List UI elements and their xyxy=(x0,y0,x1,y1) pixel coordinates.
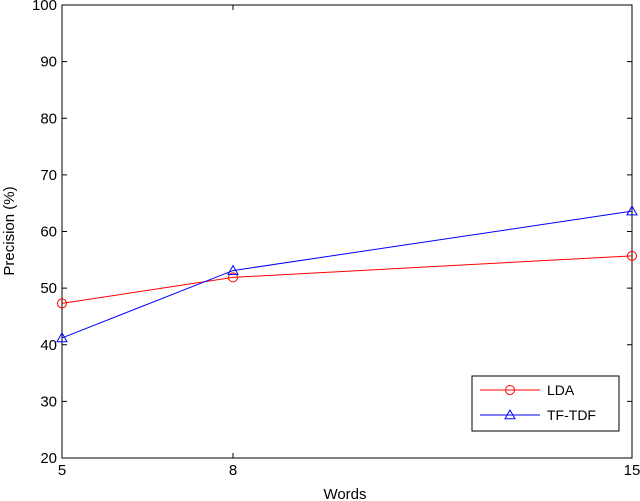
y-axis-label: Precision (%) xyxy=(1,186,18,275)
x-tick-label: 5 xyxy=(58,462,66,479)
x-axis: 5 8 15 xyxy=(58,5,640,479)
y-tick-label: 70 xyxy=(40,167,57,184)
y-tick-label: 100 xyxy=(32,0,57,14)
x-tick-label: 15 xyxy=(624,462,640,479)
series-line-tf-tdf xyxy=(61,210,633,339)
y-axis: 20 30 40 50 60 70 80 90 100 xyxy=(32,0,632,467)
data-point-tf-tdf xyxy=(227,264,239,275)
x-axis-label: Words xyxy=(323,486,366,501)
series-group xyxy=(56,205,638,343)
data-point-lda xyxy=(57,298,67,309)
y-tick-label: 30 xyxy=(40,393,57,410)
legend-box xyxy=(471,375,620,432)
legend-label-lda: LDA xyxy=(547,382,575,398)
data-point-lda xyxy=(627,250,637,261)
legend-marker-tf-tdf xyxy=(504,408,516,420)
y-tick-label: 20 xyxy=(40,450,57,467)
y-tick-label: 50 xyxy=(40,280,57,297)
series-line-lda xyxy=(61,255,633,304)
y-tick-label: 90 xyxy=(40,54,57,71)
legend-marker-lda xyxy=(505,385,515,395)
y-tick-label: 40 xyxy=(40,337,57,354)
data-point-tf-tdf xyxy=(626,205,638,216)
data-point-lda xyxy=(228,272,238,283)
y-tick-label: 80 xyxy=(40,110,57,127)
x-tick-label: 8 xyxy=(229,462,237,479)
legend: LDA TF-TDF xyxy=(471,375,620,432)
y-tick-label: 60 xyxy=(40,224,57,241)
legend-label-tf-tdf: TF-TDF xyxy=(547,407,596,423)
data-point-tf-tdf xyxy=(56,331,68,343)
